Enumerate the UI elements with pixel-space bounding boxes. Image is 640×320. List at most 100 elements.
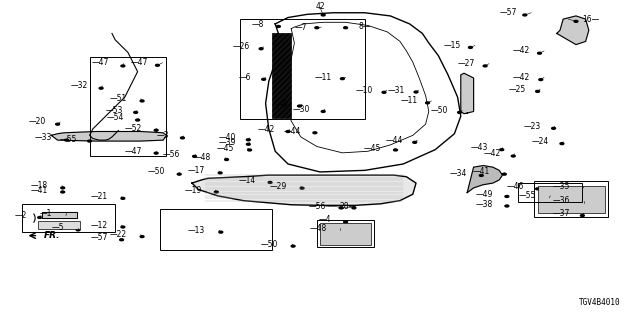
Text: —10: —10	[355, 86, 372, 95]
Circle shape	[574, 20, 578, 22]
Circle shape	[340, 78, 344, 80]
Text: —50: —50	[431, 106, 448, 115]
Circle shape	[248, 149, 252, 151]
Circle shape	[394, 149, 397, 151]
Circle shape	[64, 215, 68, 217]
Circle shape	[582, 202, 586, 204]
Circle shape	[120, 239, 124, 241]
Text: —43: —43	[470, 143, 488, 152]
Circle shape	[536, 188, 540, 190]
Circle shape	[505, 196, 509, 197]
Text: —24: —24	[532, 137, 549, 146]
Text: —30: —30	[293, 105, 310, 114]
Circle shape	[214, 191, 218, 193]
Text: —50: —50	[261, 240, 278, 249]
Text: —4: —4	[319, 215, 332, 224]
Circle shape	[121, 226, 125, 228]
Circle shape	[344, 221, 348, 223]
Text: —37: —37	[552, 209, 570, 218]
Circle shape	[560, 143, 564, 145]
Text: —26: —26	[232, 42, 250, 51]
Circle shape	[193, 156, 196, 157]
Text: —22: —22	[109, 230, 127, 239]
Circle shape	[268, 181, 272, 183]
Circle shape	[38, 217, 42, 219]
Text: —57: —57	[90, 233, 108, 242]
Text: —38: —38	[476, 200, 493, 209]
Circle shape	[483, 65, 487, 67]
Text: —5: —5	[51, 223, 64, 232]
Circle shape	[88, 140, 92, 142]
Text: —11: —11	[314, 73, 332, 82]
Circle shape	[61, 187, 65, 189]
Bar	[22, 204, 115, 232]
Text: 42: 42	[315, 2, 325, 11]
Text: —45: —45	[216, 144, 234, 153]
Circle shape	[156, 64, 159, 66]
Text: —52: —52	[125, 124, 142, 133]
Circle shape	[154, 129, 158, 131]
Polygon shape	[461, 73, 474, 114]
Circle shape	[65, 139, 68, 141]
Text: —6: —6	[239, 73, 252, 82]
Text: —41: —41	[31, 186, 48, 195]
Text: —41: —41	[473, 167, 490, 176]
Circle shape	[414, 91, 418, 93]
Circle shape	[177, 173, 181, 175]
Text: —18: —18	[31, 181, 48, 190]
Text: TGV4B4010: TGV4B4010	[579, 298, 621, 307]
Text: —32: —32	[71, 82, 88, 91]
Circle shape	[538, 52, 541, 54]
Text: —42: —42	[513, 46, 530, 55]
Circle shape	[291, 245, 295, 247]
Circle shape	[413, 141, 417, 143]
Circle shape	[523, 14, 527, 16]
Circle shape	[313, 132, 317, 134]
Text: —21: —21	[90, 192, 108, 201]
Circle shape	[321, 14, 325, 16]
Text: —29: —29	[269, 182, 287, 191]
Circle shape	[218, 172, 222, 174]
Circle shape	[121, 197, 125, 199]
Text: 16—: 16—	[582, 15, 600, 24]
Text: —15: —15	[444, 41, 461, 50]
Text: —47: —47	[125, 147, 142, 156]
Circle shape	[344, 27, 348, 29]
Circle shape	[140, 100, 144, 102]
Circle shape	[500, 149, 504, 151]
Text: —23: —23	[524, 122, 541, 131]
Polygon shape	[272, 34, 291, 118]
Text: —13: —13	[188, 226, 205, 235]
Text: —14: —14	[239, 176, 256, 185]
Circle shape	[262, 78, 266, 80]
Circle shape	[552, 127, 556, 129]
Text: —20: —20	[29, 117, 46, 126]
Circle shape	[536, 91, 540, 92]
Circle shape	[511, 155, 515, 157]
Bar	[518, 183, 582, 202]
Text: —53: —53	[106, 106, 123, 115]
Text: —2: —2	[15, 211, 27, 220]
Text: —45: —45	[364, 144, 381, 153]
Polygon shape	[42, 212, 77, 218]
Text: —11: —11	[400, 96, 417, 106]
Circle shape	[246, 143, 250, 145]
Text: —55: —55	[519, 191, 536, 200]
Text: —51: —51	[109, 94, 127, 103]
Bar	[317, 220, 374, 247]
Polygon shape	[467, 165, 502, 193]
Circle shape	[300, 187, 304, 189]
Circle shape	[121, 65, 125, 67]
Text: —34: —34	[450, 169, 467, 178]
Text: —44: —44	[386, 136, 403, 145]
Text: —55: —55	[60, 135, 77, 144]
Circle shape	[246, 139, 250, 141]
Text: —56: —56	[309, 202, 326, 211]
Circle shape	[99, 87, 103, 89]
Text: —56: —56	[163, 150, 180, 159]
Text: —46: —46	[506, 182, 524, 191]
Text: —8: —8	[252, 20, 264, 29]
Circle shape	[468, 46, 472, 48]
Circle shape	[298, 105, 301, 107]
Text: —44: —44	[284, 127, 301, 136]
